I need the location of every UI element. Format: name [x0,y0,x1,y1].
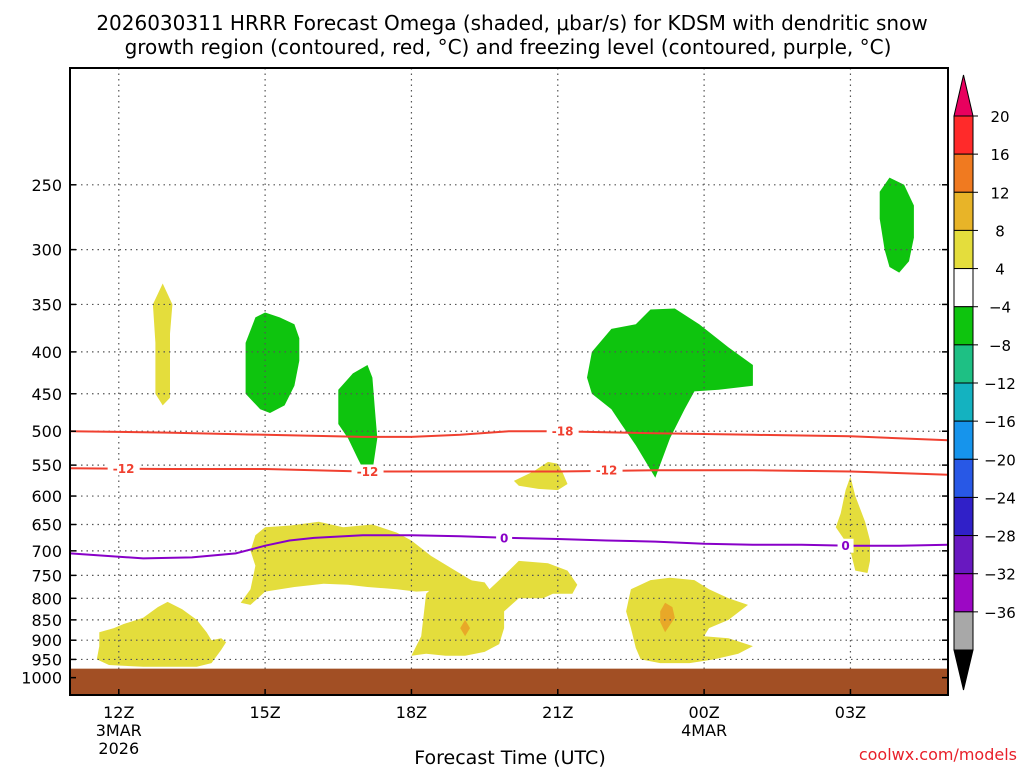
colorbar-bottom-arrow [953,649,974,691]
colorbar-label: −20 [984,451,1016,469]
contour-label: -18 [552,425,574,439]
colorbar-label: 8 [995,222,1005,240]
contour-0 [69,534,949,560]
y-axis: 2503003504004505005506006507007508008509… [21,176,948,688]
y-tick-label: 750 [31,566,62,585]
y-tick-label: 600 [31,487,62,506]
colorbar-label: −28 [984,528,1016,546]
contour-label: 0 [841,539,849,553]
omega-region-green-1 [245,312,300,413]
colorbar-label: −8 [989,337,1011,355]
colorbar-top-arrow [953,74,974,117]
ground-terrain [70,668,948,695]
y-tick-label: 950 [31,650,62,669]
contour-label-bg [837,538,854,553]
y-tick-label: 1000 [21,669,62,688]
omega-region-green-0 [879,177,914,273]
colorbar-label: −32 [984,566,1016,584]
colorbar-swatch [953,229,974,270]
plot-frame [69,67,949,696]
colorbar-label: 4 [995,261,1005,279]
x-tick-date-label: 2026 [98,739,139,758]
colorbar-swatch [953,573,974,613]
x-tick-label: 00Z [688,703,719,722]
plot-area: -18 -12 -12 -12 0 0 [69,67,949,696]
x-tick-label: 18Z [396,703,427,722]
contour-label: -12 [596,464,618,478]
y-tick-label: 350 [31,295,62,314]
y-tick-label: 450 [31,385,62,404]
colorbar-label: 16 [990,146,1009,164]
colorbar-label: −4 [989,299,1011,317]
y-tick-label: 250 [31,176,62,195]
omega-region-green-3 [587,308,753,478]
colorbar-swatch [953,344,974,384]
contour-label-bg [351,464,384,479]
y-tick-label: 800 [31,589,62,608]
colorbar-swatch [953,420,974,460]
colorbar-swatch [953,535,974,575]
contour--12 [69,467,949,476]
colorbar-swatch [953,268,974,308]
y-tick-label: 900 [31,631,62,650]
contour-label: -12 [113,462,135,476]
contour-label: -12 [357,465,379,479]
y-tick-label: 850 [31,611,62,630]
omega-region-orange-11 [460,619,470,637]
omega-region-yellow-8 [411,560,578,656]
chart-title-line2: growth region (contoured, red, °C) and f… [125,35,892,59]
credit-link[interactable]: coolwx.com/models [859,745,1017,764]
x-tick-date-label: 3MAR [96,721,142,740]
colorbar-label: 20 [990,108,1009,126]
x-tick-label: 12Z [103,703,134,722]
omega-region-yellow-6 [835,476,870,573]
colorbar-swatch [953,306,974,346]
x-axis-label: Forecast Time (UTC) [414,747,605,768]
colorbar-legend: 20 16 12 8 4 −4 −8 −12 −16 −20 −24 −28 −32 −36 [953,74,1016,691]
x-tick-label: 03Z [835,703,866,722]
colorbar-label: −16 [984,413,1016,431]
colorbar-swatch [953,153,974,193]
y-tick-label: 550 [31,456,62,475]
colorbar-label: −12 [984,375,1016,393]
y-tick-label: 500 [31,422,62,441]
y-tick-label: 400 [31,343,62,362]
colorbar-swatch [953,191,974,231]
colorbar-label: −24 [984,489,1016,507]
y-tick-label: 300 [31,241,62,260]
contour--18 [69,430,949,442]
omega-region-yellow-10 [96,601,227,667]
omega-region-yellow-7 [240,521,475,605]
contour-label-bg [107,461,140,476]
y-tick-label: 650 [31,515,62,534]
omega-region-yellow-9 [626,577,753,664]
y-tick-label: 700 [31,542,62,561]
colorbar-swatch [953,496,974,537]
contour-label-bg [590,463,623,478]
omega-region-yellow-5 [513,461,568,491]
colorbar-swatch [953,458,974,498]
colorbar-swatch [953,611,974,651]
x-tick-label: 15Z [249,703,280,722]
colorbar-label: −36 [984,604,1016,622]
omega-region-yellow-4 [152,283,173,406]
contour-label: 0 [500,531,508,545]
omega-region-green-2 [338,365,378,478]
colorbar-swatch [953,115,974,155]
omega-region-orange-12 [660,602,675,633]
colorbar-swatch [953,382,974,422]
contour-label-bg [496,530,513,545]
colorbar-label: 12 [990,184,1009,202]
x-tick-label: 21Z [542,703,573,722]
chart-title-line1: 2026030311 HRRR Forecast Omega (shaded, … [96,11,927,35]
contour-label-bg [546,424,579,439]
x-tick-date-label: 4MAR [681,721,727,740]
